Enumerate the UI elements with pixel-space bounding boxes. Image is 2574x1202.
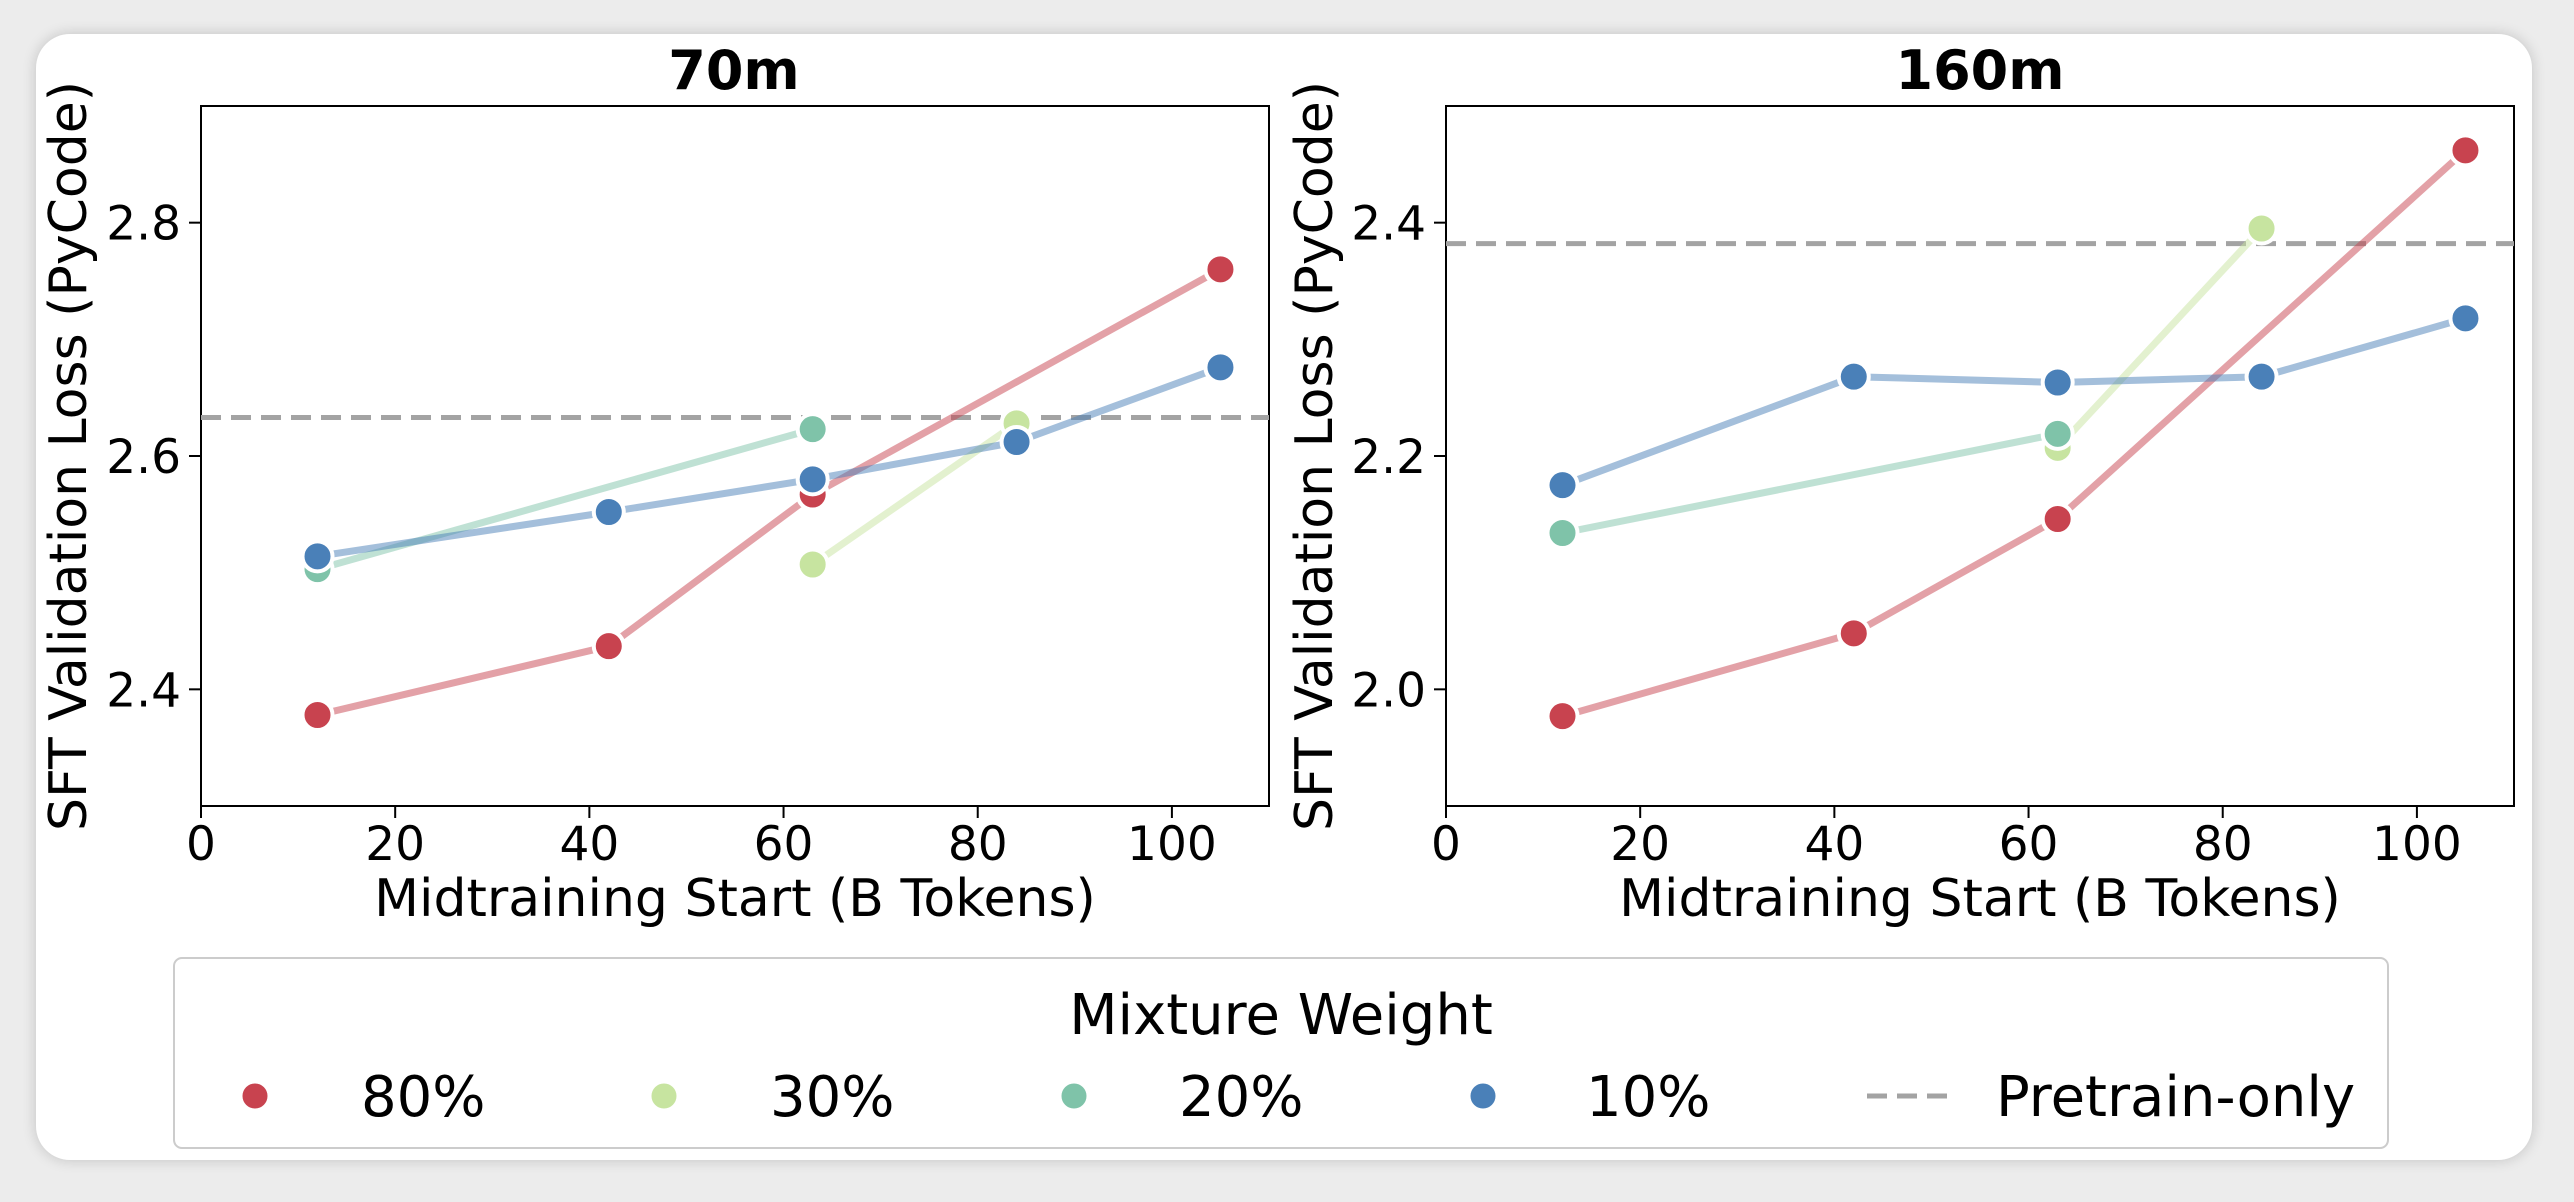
data-point-10pct bbox=[2244, 359, 2279, 394]
data-point-80pct bbox=[1545, 699, 1580, 734]
series-line-20pct bbox=[1559, 430, 2062, 537]
legend-marker bbox=[1467, 1080, 1499, 1112]
y-axis-label: SFT Validation Loss (PyCode) bbox=[39, 81, 99, 831]
figure: 70m 0 20 40 60 80 100 2.4 2.6 2.8 Midtraining St… bbox=[39, 39, 2515, 1149]
x-tick-label: 100 bbox=[2372, 817, 2462, 872]
series-line-10pct bbox=[1559, 314, 2469, 489]
series-line-30pct bbox=[2054, 225, 2266, 452]
legend-entry: 80% bbox=[239, 1065, 485, 1130]
x-tick-label: 20 bbox=[1610, 817, 1670, 872]
legend-label: 20% bbox=[1179, 1065, 1303, 1130]
series-lines bbox=[314, 265, 1224, 719]
data-point-10pct bbox=[591, 495, 626, 529]
legend-entry: 30% bbox=[648, 1065, 894, 1130]
data-point-10pct bbox=[1545, 468, 1580, 503]
data-point-30pct bbox=[2244, 211, 2279, 246]
legend-entry: 10% bbox=[1467, 1065, 1710, 1130]
legend-box bbox=[173, 957, 2389, 1149]
data-point-30pct bbox=[795, 547, 830, 582]
y-tick-label: 2.4 bbox=[106, 663, 181, 718]
series-lines bbox=[1559, 146, 2469, 720]
x-tick-label: 20 bbox=[365, 817, 425, 872]
legend-marker bbox=[648, 1080, 680, 1112]
axis-ticks: 0 20 40 60 80 100 2.4 2.6 2.8 bbox=[106, 197, 1217, 872]
series-points bbox=[1545, 133, 2483, 734]
x-axis-label: Midtraining Start (B Tokens) bbox=[1619, 869, 2341, 929]
y-tick-label: 2.6 bbox=[106, 430, 181, 485]
y-tick-label: 2.2 bbox=[1351, 430, 1426, 485]
x-tick-label: 40 bbox=[1804, 817, 1864, 872]
data-point-80pct bbox=[2040, 502, 2075, 536]
legend-entry: 20% bbox=[1058, 1065, 1303, 1130]
legend-marker bbox=[239, 1080, 271, 1112]
legend: Mixture Weight 80% 30% 20% 10% Pretrain-only bbox=[173, 957, 2389, 1149]
x-tick-label: 80 bbox=[948, 817, 1008, 872]
legend-entry: Pretrain-only bbox=[1867, 1065, 2355, 1130]
legend-label: 80% bbox=[361, 1065, 485, 1130]
legend-marker bbox=[1058, 1080, 1090, 1112]
chart-panel-70m: 70m 0 20 40 60 80 100 2.4 2.6 2.8 Midtraining St… bbox=[39, 39, 1270, 929]
data-point-20pct bbox=[1545, 516, 1580, 550]
chart-title: 70m bbox=[668, 39, 799, 102]
x-tick-label: 100 bbox=[1127, 817, 1217, 872]
data-point-20pct bbox=[2040, 416, 2075, 451]
data-point-80pct bbox=[1203, 252, 1238, 287]
x-tick-label: 40 bbox=[559, 817, 619, 872]
axis-ticks: 0 20 40 60 80 100 2.0 2.2 2.4 bbox=[1351, 197, 2462, 872]
x-tick-label: 80 bbox=[2193, 817, 2253, 872]
data-point-80pct bbox=[2448, 133, 2483, 168]
legend-label: 30% bbox=[770, 1065, 894, 1130]
x-axis-label: Midtraining Start (B Tokens) bbox=[374, 869, 1096, 929]
data-point-10pct bbox=[2040, 365, 2075, 400]
x-tick-label: 60 bbox=[1999, 817, 2059, 872]
figure-card: 70m 0 20 40 60 80 100 2.4 2.6 2.8 Midtraining St… bbox=[36, 34, 2532, 1160]
data-point-10pct bbox=[300, 539, 335, 574]
y-tick-label: 2.0 bbox=[1351, 663, 1426, 718]
data-point-80pct bbox=[591, 629, 626, 664]
series-line-80pct bbox=[314, 265, 1224, 719]
plot-frame bbox=[200, 105, 1270, 807]
y-tick-label: 2.8 bbox=[106, 197, 181, 252]
series-line-80pct bbox=[1559, 146, 2469, 720]
data-point-80pct bbox=[300, 698, 335, 732]
x-tick-label: 0 bbox=[186, 817, 216, 872]
data-point-10pct bbox=[2448, 301, 2483, 336]
series-points bbox=[300, 252, 1238, 732]
x-tick-label: 60 bbox=[754, 817, 814, 872]
x-tick-label: 0 bbox=[1431, 817, 1461, 872]
chart-panel-160m: 160m 0 20 40 60 80 100 2.0 2.2 2.4 Midtraining S… bbox=[1285, 39, 2515, 929]
legend-entries: 80% 30% 20% 10% Pretrain-only bbox=[239, 1065, 2355, 1130]
y-tick-label: 2.4 bbox=[1351, 197, 1426, 252]
legend-title: Mixture Weight bbox=[1069, 983, 1493, 1048]
data-point-80pct bbox=[1836, 616, 1871, 651]
chart-title: 160m bbox=[1896, 39, 2065, 102]
data-point-10pct bbox=[999, 425, 1034, 459]
data-point-10pct bbox=[795, 462, 830, 497]
data-point-10pct bbox=[1203, 350, 1238, 385]
legend-label: 10% bbox=[1586, 1065, 1710, 1130]
y-axis-label: SFT Validation Loss (PyCode) bbox=[1285, 81, 1345, 831]
legend-label: Pretrain-only bbox=[1996, 1065, 2355, 1130]
data-point-20pct bbox=[795, 412, 830, 447]
data-point-10pct bbox=[1836, 359, 1871, 394]
